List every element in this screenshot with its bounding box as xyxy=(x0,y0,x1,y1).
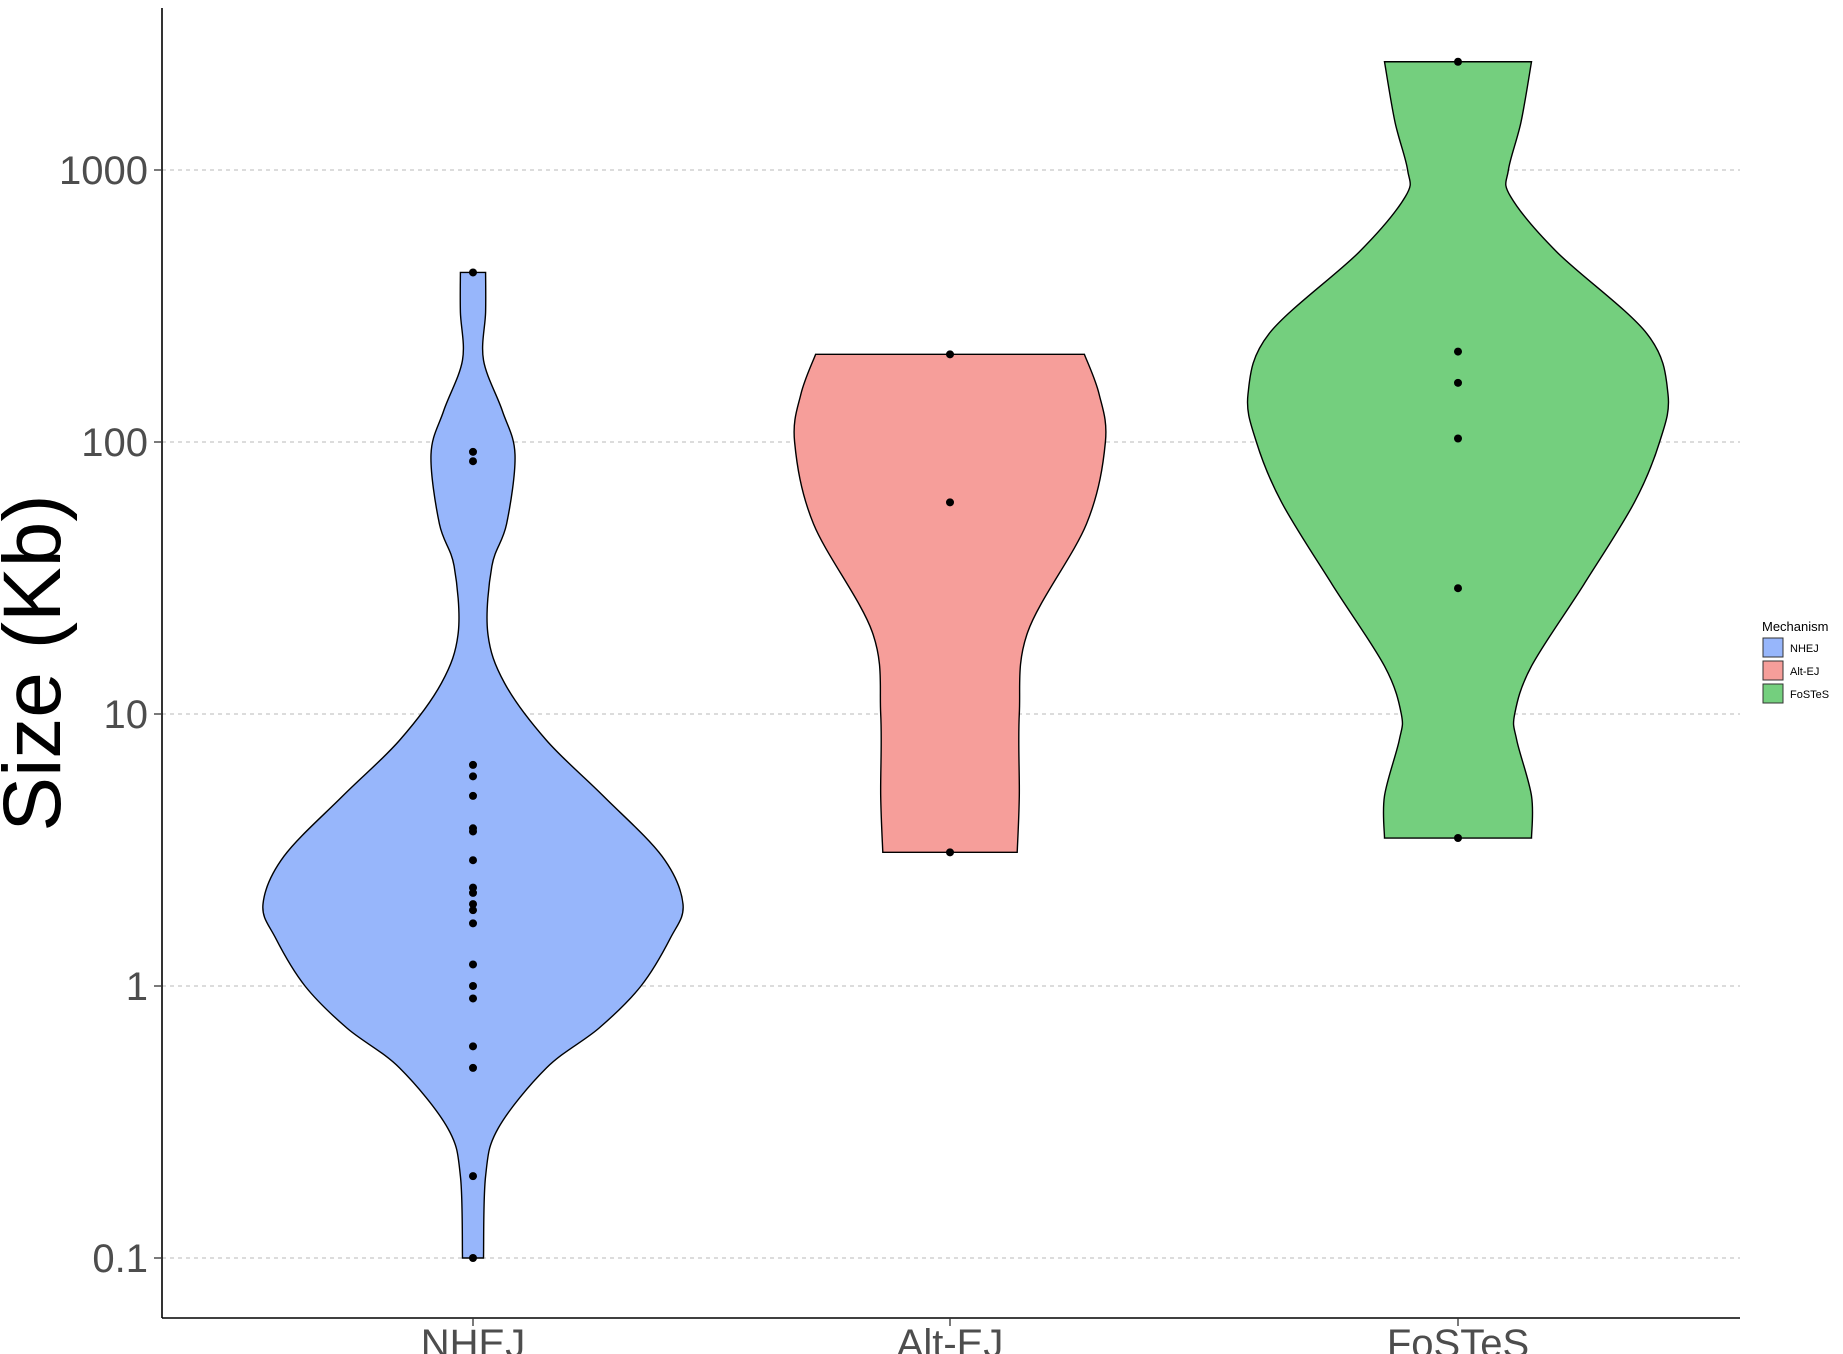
data-point xyxy=(1454,378,1462,387)
y-tick-label: 0.1 xyxy=(92,1237,148,1281)
data-point xyxy=(469,1042,477,1051)
data-point xyxy=(469,982,477,990)
data-point xyxy=(946,848,954,857)
data-point xyxy=(469,791,477,800)
data-point xyxy=(469,268,477,277)
data-point xyxy=(469,827,477,836)
x-tick-label: FoSTeS xyxy=(1387,1322,1529,1354)
data-point xyxy=(469,960,477,969)
legend-swatch xyxy=(1762,637,1784,658)
data-point xyxy=(469,900,477,909)
y-tick-label: 1 xyxy=(126,965,148,1009)
legend-label: FoSTeS xyxy=(1790,689,1829,701)
data-point xyxy=(469,906,477,915)
data-point xyxy=(1454,57,1462,66)
legend-swatch xyxy=(1762,683,1784,704)
x-tick-labels: NHEJ Alt-EJ FoSTeS xyxy=(421,1318,1529,1354)
violin-alt-ej xyxy=(793,353,1107,854)
data-point xyxy=(469,1254,477,1262)
y-tick-label: 10 xyxy=(104,693,149,737)
data-point xyxy=(469,919,477,928)
y-tick-labels: 0.1 1 10 100 1000 xyxy=(59,149,162,1281)
data-points xyxy=(469,57,1462,1262)
legend: Mechanism NHEJ Alt-EJ FoSTeS xyxy=(1762,619,1829,704)
legend-title: Mechanism xyxy=(1762,619,1828,634)
data-point xyxy=(469,772,477,781)
data-point xyxy=(946,498,954,507)
axes xyxy=(161,8,1740,1319)
data-point xyxy=(469,1172,477,1181)
data-point xyxy=(469,457,477,466)
legend-label: Alt-EJ xyxy=(1790,666,1819,678)
x-tick-label: NHEJ xyxy=(421,1322,525,1354)
x-tick-label: Alt-EJ xyxy=(897,1322,1004,1354)
legend-swatch xyxy=(1762,660,1784,681)
y-tick-label: 1000 xyxy=(59,149,148,193)
violins xyxy=(262,61,1670,1259)
data-point xyxy=(1454,434,1462,443)
violin-fostes xyxy=(1246,61,1670,839)
data-point xyxy=(469,994,477,1003)
data-point xyxy=(469,760,477,769)
legend-label: NHEJ xyxy=(1790,643,1819,655)
y-axis-title: Size (Kb) xyxy=(0,494,78,831)
data-point xyxy=(469,1063,477,1072)
data-point xyxy=(469,447,477,456)
y-tick-label: 100 xyxy=(81,421,148,465)
data-point xyxy=(1454,347,1462,356)
data-point xyxy=(469,888,477,897)
data-point xyxy=(1454,584,1462,593)
data-point xyxy=(946,350,954,359)
data-point xyxy=(469,856,477,865)
data-point xyxy=(1454,834,1462,843)
